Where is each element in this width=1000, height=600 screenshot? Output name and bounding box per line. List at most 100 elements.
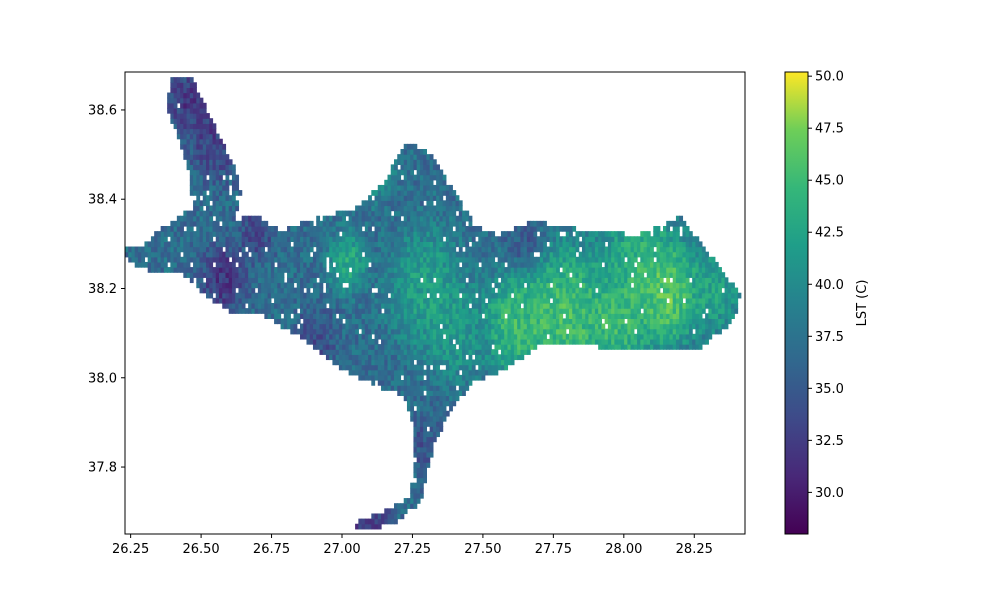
lst-cell <box>361 256 366 263</box>
lst-cell <box>585 292 590 299</box>
lst-cell <box>565 267 570 273</box>
lst-cell <box>416 149 421 155</box>
lst-cell <box>351 359 356 366</box>
lst-cell <box>604 256 609 263</box>
lst-cell <box>637 267 641 273</box>
lst-cell <box>413 472 418 479</box>
lst-cell <box>206 113 210 119</box>
lst-cell <box>206 118 210 124</box>
lst-cell <box>491 297 496 304</box>
lst-cell <box>449 210 453 217</box>
lst-cell <box>565 318 570 325</box>
lst-cell <box>445 210 450 217</box>
lst-cell <box>222 154 227 160</box>
lst-cell <box>526 318 531 325</box>
lst-cell <box>611 261 615 268</box>
lst-cell <box>222 190 227 196</box>
lst-cell <box>183 231 188 237</box>
lst-cell <box>701 256 706 263</box>
lst-cell <box>157 256 162 263</box>
lst-cell <box>397 267 402 273</box>
lst-cell <box>432 436 437 443</box>
lst-cell <box>206 195 210 201</box>
lst-cell <box>381 385 385 391</box>
lst-cell <box>186 261 191 268</box>
lst-cell <box>436 400 440 407</box>
lst-cell <box>436 236 440 242</box>
lst-cell <box>189 87 194 94</box>
lst-cell <box>241 256 246 263</box>
lst-cell <box>406 354 411 361</box>
lst-cell <box>520 287 525 294</box>
lst-cell <box>478 364 483 371</box>
lst-cell <box>390 369 395 376</box>
lst-cell <box>348 303 353 309</box>
lst-cell <box>546 272 551 278</box>
lst-cell <box>662 303 667 309</box>
lst-cell <box>530 287 534 294</box>
lst-cell <box>426 169 431 176</box>
lst-cell <box>374 267 379 273</box>
lst-cell <box>264 303 269 309</box>
lst-cell <box>335 359 340 366</box>
lst-cell <box>413 149 418 155</box>
lst-cell <box>387 344 392 350</box>
lst-cell <box>176 236 181 242</box>
lst-cell <box>222 195 227 201</box>
lst-cell <box>406 380 411 386</box>
lst-cell <box>325 333 330 340</box>
lst-cell <box>390 231 395 237</box>
lst-cell <box>222 184 227 191</box>
lst-cell <box>212 246 217 253</box>
lst-cell <box>432 421 437 427</box>
lst-cell <box>222 143 227 150</box>
lst-cell <box>355 210 359 217</box>
lst-cell <box>471 318 476 325</box>
lst-cell <box>442 220 447 227</box>
lst-cell <box>432 390 437 396</box>
lst-cell <box>306 226 311 232</box>
lst-cell <box>552 328 557 335</box>
lst-cell <box>225 184 230 191</box>
lst-cell <box>206 246 210 253</box>
lst-cell <box>419 174 424 181</box>
lst-cell <box>688 318 693 325</box>
lst-cell <box>218 277 223 284</box>
lst-cell <box>351 231 356 237</box>
lst-cell <box>312 313 317 319</box>
lst-cell <box>685 241 690 248</box>
lst-cell <box>319 226 324 232</box>
lst-cell <box>296 287 301 294</box>
lst-cell <box>653 251 658 258</box>
lst-cell <box>225 236 230 242</box>
lst-cell <box>160 231 165 237</box>
lst-cell <box>646 292 651 299</box>
lst-cell <box>439 374 444 381</box>
lst-cell <box>559 272 564 278</box>
lst-cell <box>180 77 184 83</box>
lst-cell <box>319 246 324 253</box>
lst-cell <box>429 374 434 381</box>
lst-cell <box>445 369 450 376</box>
lst-cell <box>338 241 343 248</box>
lst-cell <box>650 287 654 294</box>
lst-cell <box>186 123 191 130</box>
lst-cell <box>180 231 184 237</box>
lst-cell <box>724 277 729 284</box>
lst-cell <box>711 318 716 325</box>
lst-cell <box>565 338 570 345</box>
lst-cell <box>416 451 421 458</box>
lst-cell <box>384 179 389 186</box>
lst-cell <box>581 256 586 263</box>
lst-cell <box>727 287 732 294</box>
lst-cell <box>403 169 408 176</box>
lst-cell <box>335 231 340 237</box>
lst-cell <box>659 323 664 330</box>
lst-cell <box>209 195 214 201</box>
lst-cell <box>355 236 359 242</box>
lst-cell <box>180 246 184 253</box>
lst-cell <box>465 303 470 309</box>
lst-cell <box>436 220 440 227</box>
lst-cell <box>384 277 389 284</box>
lst-cell <box>225 297 230 304</box>
